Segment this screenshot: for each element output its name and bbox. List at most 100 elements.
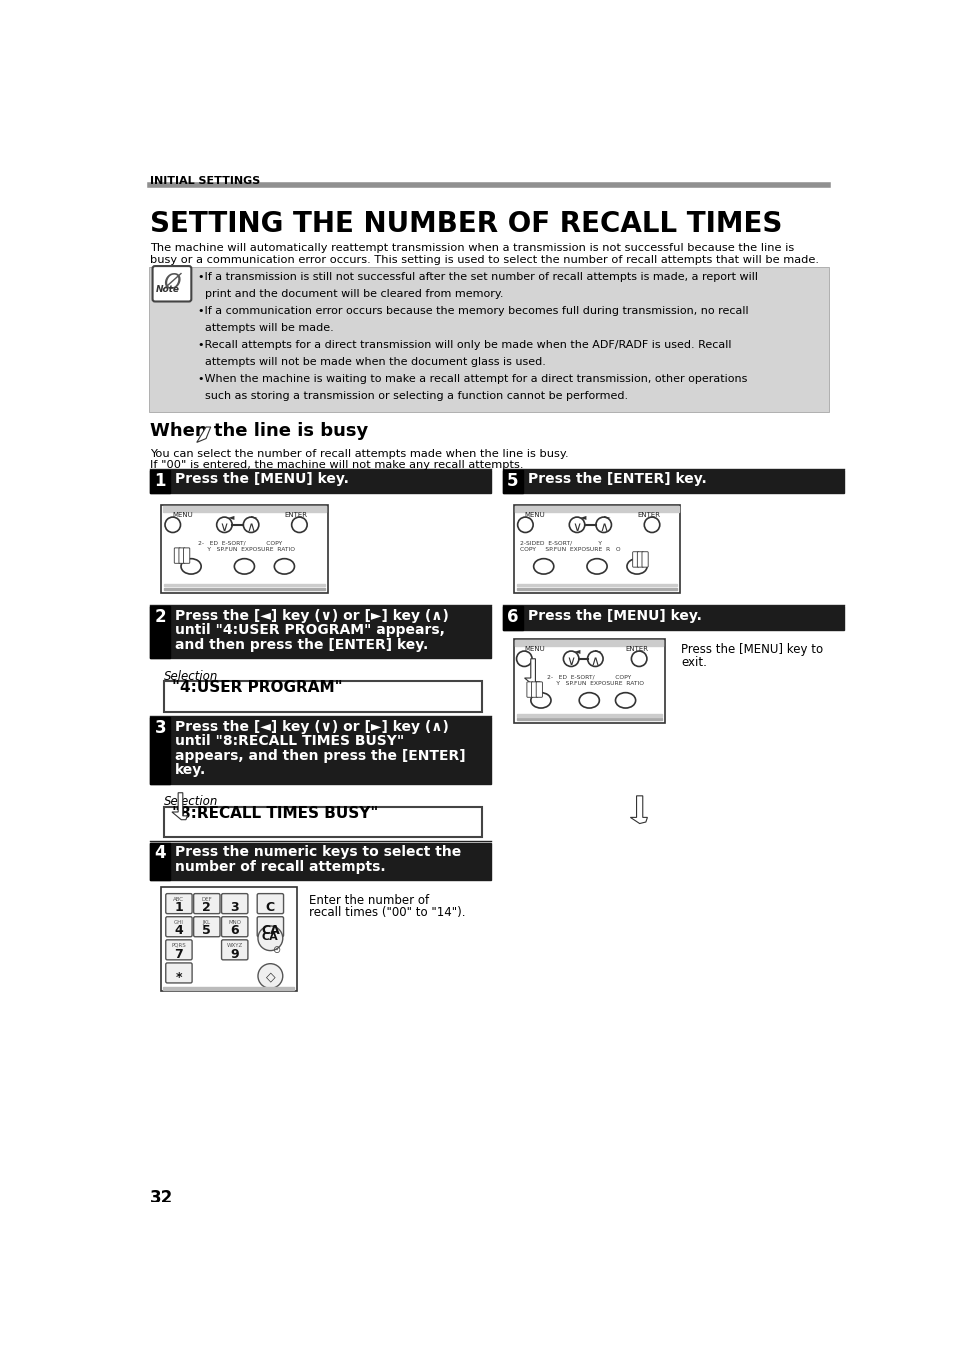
- Bar: [161, 888, 296, 992]
- Text: 6: 6: [507, 608, 518, 626]
- Bar: [517, 584, 677, 586]
- FancyBboxPatch shape: [166, 963, 192, 984]
- Text: SETTING THE NUMBER OF RECALL TIMES: SETTING THE NUMBER OF RECALL TIMES: [150, 209, 781, 238]
- Text: Selection: Selection: [164, 794, 218, 808]
- Text: until "4:USER PROGRAM" appears,: until "4:USER PROGRAM" appears,: [174, 623, 444, 638]
- Text: Y   SP.FUN  EXPOSURE  RATIO: Y SP.FUN EXPOSURE RATIO: [546, 681, 643, 686]
- Text: 3: 3: [154, 719, 166, 736]
- Bar: [164, 588, 324, 590]
- FancyBboxPatch shape: [637, 551, 643, 567]
- Text: ∧: ∧: [598, 521, 608, 534]
- Text: 2-   ED  E-SORT/           COPY: 2- ED E-SORT/ COPY: [197, 540, 282, 546]
- Text: 1: 1: [154, 471, 166, 489]
- Bar: [161, 505, 328, 593]
- Text: key.: key.: [174, 763, 206, 777]
- Text: 3: 3: [231, 901, 239, 915]
- Text: ►: ►: [603, 512, 610, 521]
- FancyBboxPatch shape: [531, 682, 537, 697]
- Text: ENTER: ENTER: [625, 646, 648, 653]
- Text: JKL: JKL: [203, 920, 211, 925]
- Text: ►: ►: [251, 512, 257, 521]
- Text: 5: 5: [202, 924, 211, 938]
- FancyBboxPatch shape: [183, 549, 190, 563]
- Circle shape: [257, 963, 282, 989]
- Text: Press the [MENU] key to: Press the [MENU] key to: [680, 643, 822, 657]
- FancyBboxPatch shape: [179, 549, 185, 563]
- Circle shape: [596, 517, 611, 532]
- Circle shape: [292, 517, 307, 532]
- Bar: [149, 267, 828, 412]
- Text: 5: 5: [507, 471, 518, 489]
- Text: CA: CA: [262, 932, 278, 942]
- Text: *: *: [175, 970, 182, 984]
- Text: 4: 4: [174, 924, 183, 938]
- Text: •If a communication error occurs because the memory becomes full during transmis: •If a communication error occurs because…: [198, 307, 748, 316]
- Text: "8:RECALL TIMES BUSY": "8:RECALL TIMES BUSY": [172, 805, 378, 821]
- FancyBboxPatch shape: [221, 917, 248, 936]
- FancyBboxPatch shape: [193, 917, 220, 936]
- Ellipse shape: [533, 559, 553, 574]
- Text: Ø: Ø: [164, 273, 181, 293]
- Text: 32: 32: [150, 1189, 173, 1206]
- Text: recall times ("00" to "14").: recall times ("00" to "14").: [309, 907, 465, 919]
- Bar: [164, 681, 481, 712]
- Text: Press the [MENU] key.: Press the [MENU] key.: [527, 609, 700, 623]
- Bar: [502, 470, 522, 493]
- Ellipse shape: [626, 559, 646, 574]
- Circle shape: [257, 925, 282, 951]
- Ellipse shape: [274, 559, 294, 574]
- Polygon shape: [196, 427, 211, 442]
- Text: MENU: MENU: [524, 512, 545, 519]
- Bar: [515, 507, 679, 512]
- Text: and then press the [ENTER] key.: and then press the [ENTER] key.: [174, 638, 428, 653]
- Circle shape: [643, 517, 659, 532]
- Ellipse shape: [530, 693, 551, 708]
- Text: ◄: ◄: [574, 646, 579, 655]
- Text: ◄: ◄: [228, 512, 234, 521]
- Text: 6: 6: [231, 924, 239, 938]
- Bar: [150, 717, 171, 784]
- FancyBboxPatch shape: [641, 551, 647, 567]
- Text: such as storing a transmission or selecting a function cannot be performed.: such as storing a transmission or select…: [198, 390, 628, 401]
- Text: When the line is busy: When the line is busy: [150, 423, 368, 440]
- Text: exit.: exit.: [680, 655, 706, 669]
- Circle shape: [517, 517, 533, 532]
- Text: Press the [◄] key (∨) or [►] key (∧): Press the [◄] key (∨) or [►] key (∧): [174, 609, 449, 623]
- Bar: [517, 715, 661, 716]
- Text: •When the machine is waiting to make a recall attempt for a direct transmission,: •When the machine is waiting to make a r…: [198, 374, 747, 384]
- Text: DEF: DEF: [201, 897, 212, 901]
- FancyBboxPatch shape: [632, 551, 639, 567]
- FancyBboxPatch shape: [257, 893, 283, 913]
- Text: ⊙: ⊙: [272, 946, 279, 955]
- FancyBboxPatch shape: [152, 266, 192, 301]
- Bar: [150, 717, 491, 784]
- Circle shape: [243, 517, 258, 532]
- Text: 2-SIDED  E-SORT/              Y: 2-SIDED E-SORT/ Y: [519, 540, 601, 546]
- Text: 4: 4: [154, 844, 166, 862]
- Text: Press the [ENTER] key.: Press the [ENTER] key.: [527, 473, 705, 486]
- Circle shape: [631, 651, 646, 666]
- Text: C: C: [266, 901, 274, 915]
- Text: busy or a communication error occurs. This setting is used to select the number : busy or a communication error occurs. Th…: [150, 254, 819, 265]
- Bar: [513, 505, 679, 593]
- Text: ENTER: ENTER: [637, 512, 659, 519]
- Text: ∨: ∨: [566, 655, 575, 667]
- Bar: [517, 719, 661, 720]
- Text: If "00" is entered, the machine will not make any recall attempts.: If "00" is entered, the machine will not…: [150, 461, 523, 470]
- Text: ◄: ◄: [579, 512, 586, 521]
- Text: MENU: MENU: [172, 512, 193, 519]
- Text: Selection: Selection: [164, 670, 218, 682]
- Text: 1: 1: [174, 901, 183, 915]
- Text: •If a transmission is still not successful after the set number of recall attemp: •If a transmission is still not successf…: [198, 273, 758, 282]
- FancyBboxPatch shape: [193, 893, 220, 913]
- Polygon shape: [524, 659, 539, 686]
- Polygon shape: [172, 793, 187, 820]
- Text: Press the [MENU] key.: Press the [MENU] key.: [174, 473, 349, 486]
- Bar: [164, 807, 481, 838]
- Text: PQRS: PQRS: [172, 943, 186, 948]
- FancyBboxPatch shape: [174, 549, 180, 563]
- FancyBboxPatch shape: [221, 893, 248, 913]
- Text: 2: 2: [154, 608, 166, 626]
- Bar: [150, 607, 491, 658]
- Text: ◇: ◇: [265, 970, 274, 984]
